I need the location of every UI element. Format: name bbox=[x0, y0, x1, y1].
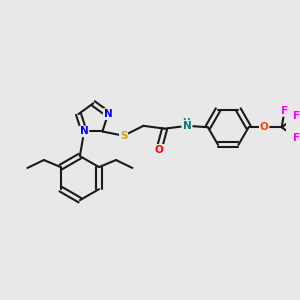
Text: S: S bbox=[120, 131, 127, 141]
Text: O: O bbox=[154, 145, 163, 155]
Text: N: N bbox=[183, 121, 192, 131]
Text: F: F bbox=[281, 106, 288, 116]
Text: N: N bbox=[104, 109, 112, 119]
Text: F: F bbox=[293, 133, 300, 143]
Text: O: O bbox=[260, 122, 268, 132]
Text: F: F bbox=[293, 112, 300, 122]
Text: H: H bbox=[182, 118, 190, 127]
Text: N: N bbox=[80, 127, 88, 136]
